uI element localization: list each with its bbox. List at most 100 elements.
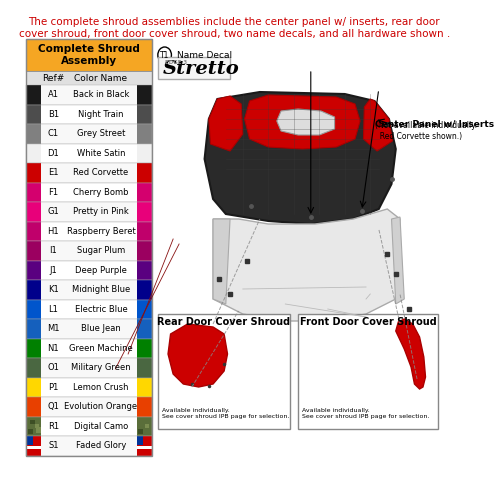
Bar (26, 440, 42, 443)
Text: Rear Door Cover Shroud: Rear Door Cover Shroud (157, 317, 290, 327)
Bar (26, 446, 42, 449)
Text: Night Train: Night Train (78, 110, 124, 119)
Bar (26, 280, 152, 299)
Text: Electric Blue: Electric Blue (74, 305, 128, 314)
Text: H1: H1 (48, 227, 59, 236)
Text: Q1: Q1 (48, 402, 60, 411)
Bar (136, 440, 152, 443)
Bar (26, 319, 152, 339)
Text: Blue Jean: Blue Jean (81, 324, 121, 333)
Bar (26, 85, 152, 104)
Bar (26, 417, 42, 436)
Bar (26, 144, 152, 163)
Bar (136, 144, 152, 163)
Text: (Not available individually.
  Red Corvette shown.): (Not available individually. Red Corvett… (374, 121, 476, 141)
Text: N1: N1 (48, 344, 59, 353)
Text: O1: O1 (48, 363, 60, 372)
Bar (136, 280, 152, 299)
Text: Raspberry Beret: Raspberry Beret (66, 227, 136, 236)
Bar (136, 319, 152, 339)
Bar (26, 436, 42, 456)
Bar (136, 104, 152, 124)
Text: Center Panel w/ Inserts: Center Panel w/ Inserts (374, 119, 494, 128)
Bar (26, 104, 152, 124)
Bar (42, 221, 136, 241)
Bar (136, 339, 152, 358)
Bar (26, 144, 42, 163)
Bar (136, 85, 152, 104)
Bar (42, 124, 136, 144)
Text: Complete Shroud
Assembly: Complete Shroud Assembly (38, 44, 140, 66)
Polygon shape (396, 319, 426, 389)
Text: D1: D1 (48, 149, 59, 158)
Bar (28, 429, 33, 434)
Text: Faded Glory: Faded Glory (76, 441, 126, 450)
Polygon shape (209, 96, 243, 151)
Bar (26, 124, 152, 144)
Text: Deep Purple: Deep Purple (75, 266, 127, 275)
Bar (42, 339, 136, 358)
Bar (138, 429, 143, 434)
Bar (136, 163, 152, 182)
Text: Evolution Orange: Evolution Orange (64, 402, 138, 411)
Bar (136, 397, 152, 417)
Text: Military Green: Military Green (71, 363, 130, 372)
Bar (26, 71, 152, 85)
Text: EDGE 3: EDGE 3 (164, 59, 187, 65)
Bar (42, 261, 136, 280)
Bar (136, 261, 152, 280)
Bar (26, 221, 152, 241)
Bar (26, 358, 42, 377)
Text: B1: B1 (48, 110, 59, 119)
Text: Pretty in Pink: Pretty in Pink (73, 207, 129, 216)
Bar (298, 314, 438, 429)
Bar (42, 417, 136, 436)
Bar (26, 377, 42, 397)
Text: Red Corvette: Red Corvette (74, 168, 128, 177)
Bar (136, 436, 143, 445)
Bar (36, 427, 40, 433)
Bar (42, 280, 136, 299)
Text: Available individually.
See cover shroud IPB page for selection.: Available individually. See cover shroud… (162, 408, 290, 419)
Bar (136, 446, 152, 449)
Bar (42, 299, 136, 319)
Text: Front Door Cover Shroud: Front Door Cover Shroud (300, 317, 436, 327)
Bar (42, 202, 136, 221)
Bar (136, 436, 152, 456)
Bar (136, 453, 152, 456)
Text: G1: G1 (48, 207, 59, 216)
Bar (26, 299, 152, 319)
Bar (26, 436, 33, 445)
Polygon shape (277, 109, 334, 135)
Text: The complete shroud assemblies include the center panel w/ inserts, rear door
co: The complete shroud assemblies include t… (18, 17, 450, 39)
Bar (26, 163, 152, 182)
Bar (30, 420, 36, 424)
Text: T1: T1 (160, 50, 170, 59)
Text: Back in Black: Back in Black (72, 90, 129, 99)
Bar (42, 85, 136, 104)
Bar (145, 424, 150, 428)
Bar (26, 85, 42, 104)
Polygon shape (244, 95, 360, 149)
Text: Available individually.
See cover shroud IPB page for selection.: Available individually. See cover shroud… (302, 408, 430, 419)
Text: Grey Street: Grey Street (76, 129, 125, 138)
Bar (26, 124, 42, 144)
Bar (136, 377, 152, 397)
Polygon shape (204, 92, 396, 224)
Bar (26, 241, 42, 261)
Bar (26, 453, 42, 456)
Bar (136, 358, 152, 377)
Text: Green Machine: Green Machine (69, 344, 133, 353)
Bar (26, 417, 152, 436)
Text: Digital Camo: Digital Camo (74, 422, 128, 431)
Bar (26, 104, 42, 124)
Bar (26, 202, 152, 221)
Polygon shape (168, 324, 228, 387)
Bar (136, 299, 152, 319)
Bar (42, 163, 136, 182)
Bar (26, 319, 42, 339)
Bar (136, 202, 152, 221)
Bar (42, 377, 136, 397)
Text: Lemon Crush: Lemon Crush (73, 383, 128, 392)
Bar (42, 358, 136, 377)
